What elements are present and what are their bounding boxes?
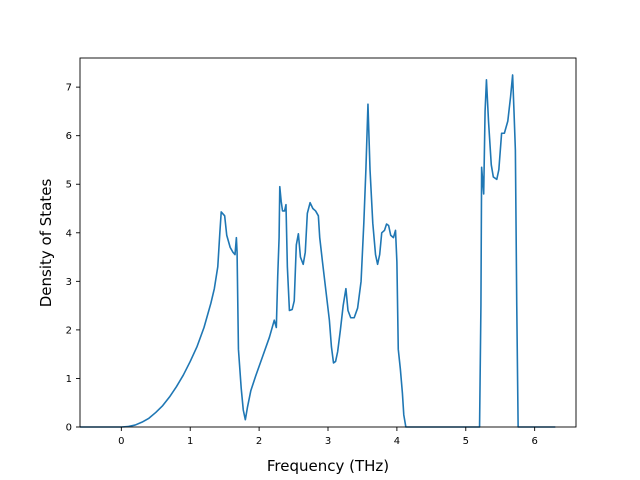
y-axis-label: Density of States bbox=[37, 179, 55, 308]
y-tick-label: 5 bbox=[66, 180, 72, 191]
y-tick-label: 4 bbox=[66, 228, 72, 239]
y-tick-label: 3 bbox=[66, 277, 72, 288]
plot-area: 0 1 2 3 4 5 6 0 1 2 3 4 5 6 7 bbox=[66, 57, 577, 447]
y-tick-label: 1 bbox=[66, 374, 72, 385]
x-tick-label: 2 bbox=[256, 436, 262, 447]
y-tick-label: 6 bbox=[66, 131, 72, 142]
dos-series-line-0 bbox=[80, 74, 556, 428]
x-tick-label: 3 bbox=[325, 436, 331, 447]
x-tick-label: 4 bbox=[394, 436, 400, 447]
y-tick-label: 0 bbox=[66, 423, 72, 434]
x-tick-label: 5 bbox=[463, 436, 469, 447]
x-axis-label: Frequency (THz) bbox=[267, 457, 389, 475]
x-tick-label: 6 bbox=[531, 436, 537, 447]
y-tick-label: 7 bbox=[66, 83, 72, 94]
y-tick-label: 2 bbox=[66, 325, 72, 336]
x-tick-label: 0 bbox=[118, 436, 124, 447]
x-tick-label: 1 bbox=[187, 436, 193, 447]
